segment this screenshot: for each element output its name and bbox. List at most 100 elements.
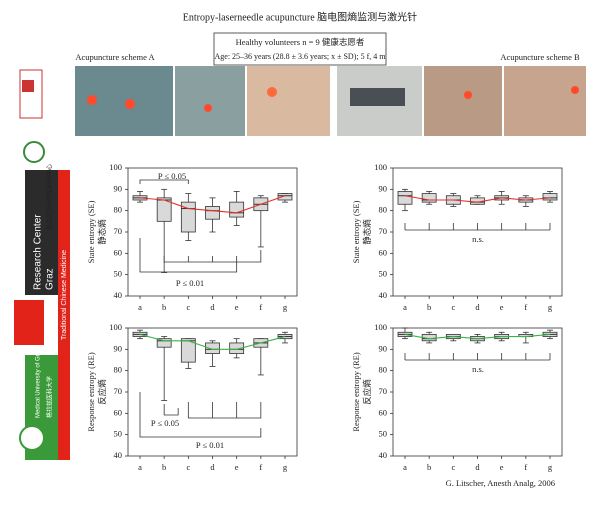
y-tick-label: 60 (379, 247, 388, 257)
bracket (139, 238, 238, 273)
y-tick-label: 100 (109, 162, 122, 172)
x-tick-label: b (162, 462, 166, 472)
y-tick-label: 40 (114, 450, 123, 460)
y-tick-label: 50 (379, 429, 388, 439)
y-label-cn: 反应熵 (362, 379, 372, 405)
box (229, 201, 245, 218)
x-tick-label: e (235, 302, 239, 312)
y-tick-label: 60 (114, 407, 123, 417)
bracket (187, 402, 262, 419)
x-tick-label: d (475, 302, 480, 312)
annotation: P ≤ 0.01 (176, 278, 204, 288)
x-tick-label: f (259, 462, 262, 472)
city: Graz (45, 268, 56, 290)
x-tick-label: c (451, 462, 455, 472)
x-tick-label: a (138, 302, 142, 312)
annotation: P ≤ 0.05 (151, 418, 179, 428)
x-tick-label: e (500, 462, 504, 472)
title: Entropy-laserneedle acupuncture 脑电图熵监测与激… (183, 10, 417, 23)
y-tick-label: 100 (374, 162, 387, 172)
annotation: n.s. (472, 234, 484, 244)
x-tick-label: f (259, 302, 262, 312)
annotation: n.s. (472, 364, 484, 374)
x-tick-label: g (283, 462, 288, 472)
x-tick-label: b (162, 302, 166, 312)
box (205, 342, 220, 354)
x-tick-label: a (138, 462, 142, 472)
annotation: P ≤ 0.01 (196, 440, 224, 450)
y-tick-label: 90 (379, 183, 388, 193)
uni: Medical University of Graz (36, 348, 42, 418)
y-label: State entropy (SE) (351, 200, 361, 263)
median-line (404, 195, 551, 203)
bracket (139, 179, 189, 184)
x-tick-label: d (475, 462, 480, 472)
box (229, 342, 245, 354)
annotation: P ≤ 0.05 (158, 171, 186, 181)
bracket (163, 404, 179, 416)
box (397, 191, 413, 205)
box (156, 338, 172, 348)
y-tick-label: 40 (379, 290, 388, 300)
y-tick-label: 60 (379, 407, 388, 417)
y-label-cn: 静态熵 (97, 219, 107, 245)
y-label-cn: 反应熵 (97, 379, 107, 405)
y-tick-label: 80 (379, 365, 388, 375)
y-tick-label: 70 (379, 386, 388, 396)
median-line (139, 195, 286, 214)
y-tick-label: 50 (379, 269, 388, 279)
credit: G. Litscher, Anesth Analg, 2006 (446, 478, 555, 488)
y-tick-label: 80 (114, 365, 123, 375)
y-label: State entropy (SE) (86, 200, 96, 263)
box (156, 197, 172, 222)
sidebar: Research Center Graz Traditional Chinese… (14, 69, 70, 460)
y-tick-label: 90 (114, 183, 123, 193)
center-cn: 格拉兹传统中医科研中心 (45, 164, 53, 230)
scheme-b: Acupuncture scheme B (500, 52, 580, 62)
median-line (139, 333, 286, 350)
y-tick-label: 70 (114, 386, 123, 396)
box (421, 193, 437, 203)
y-tick-label: 70 (379, 226, 388, 236)
group: Healthy volunteers n = 9 健康志愿者 (236, 37, 365, 47)
x-tick-label: g (548, 462, 553, 472)
y-tick-label: 80 (379, 205, 388, 215)
y-tick-label: 60 (114, 247, 123, 257)
y-tick-label: 90 (114, 343, 123, 353)
y-label: Response entropy (RE) (86, 352, 96, 431)
x-tick-label: b (427, 462, 431, 472)
box (542, 193, 558, 201)
y-label-cn: 静态熵 (362, 219, 372, 245)
bracket (139, 392, 262, 438)
plot-frame (392, 327, 563, 457)
x-tick-label: a (403, 302, 407, 312)
y-tick-label: 80 (114, 205, 123, 215)
age: Age: 25–36 years (28.8 ± 3.6 years; x ± … (215, 52, 387, 61)
photos (75, 66, 586, 136)
uni-cn: 格拉兹医科大学 (45, 376, 53, 418)
box (205, 205, 220, 220)
y-tick-label: 100 (109, 322, 122, 332)
box (180, 201, 196, 233)
tcm: Traditional Chinese Medicine (61, 250, 68, 340)
x-tick-label: a (403, 462, 407, 472)
y-tick-label: 40 (114, 290, 123, 300)
box (180, 338, 196, 363)
x-tick-label: c (186, 462, 190, 472)
y-tick-label: 50 (114, 429, 123, 439)
x-tick-label: d (210, 302, 215, 312)
scheme-a: Acupuncture scheme A (75, 52, 155, 62)
x-tick-label: d (210, 462, 215, 472)
y-tick-label: 40 (379, 450, 388, 460)
x-tick-label: e (235, 462, 239, 472)
x-tick-label: b (427, 302, 431, 312)
y-tick-label: 50 (114, 269, 123, 279)
x-tick-label: f (524, 302, 527, 312)
x-tick-label: f (524, 462, 527, 472)
y-tick-label: 100 (374, 322, 387, 332)
y-tick-label: 70 (114, 226, 123, 236)
plot-frame (392, 167, 563, 297)
x-tick-label: e (500, 302, 504, 312)
center: Research Center (33, 214, 44, 290)
